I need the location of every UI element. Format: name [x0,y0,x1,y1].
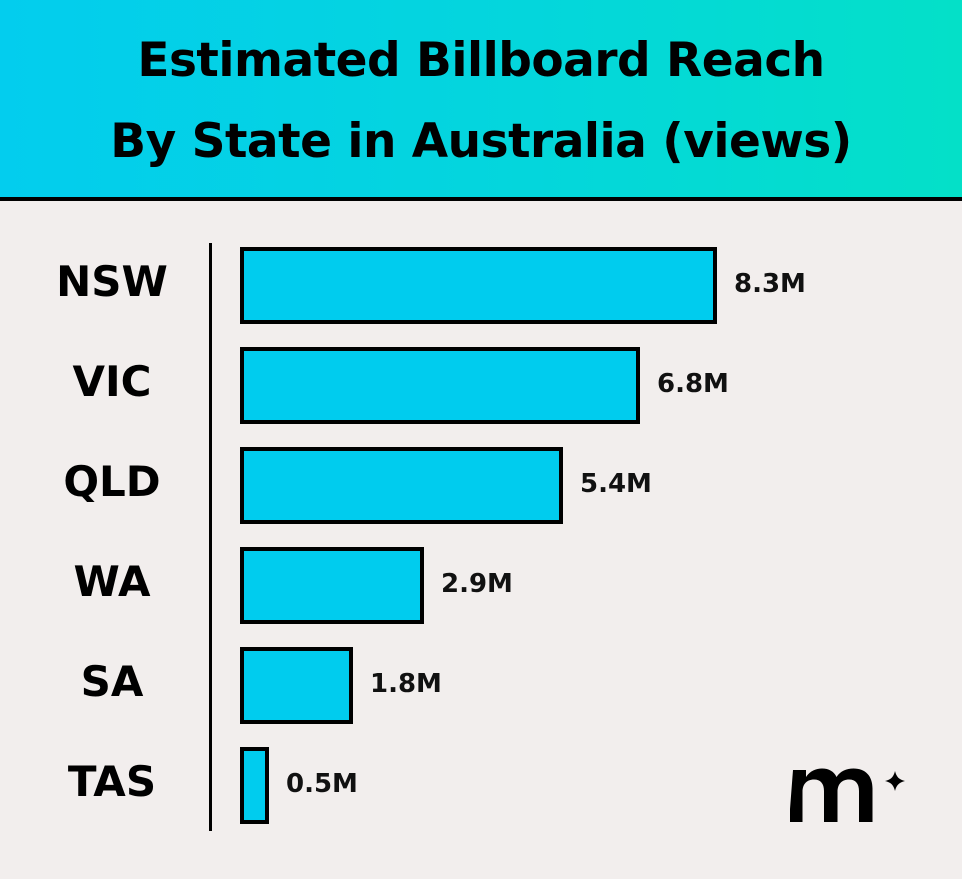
value-label: 5.4M [580,469,652,499]
bar-row-sa: SA 1.8M [0,647,962,724]
value-label: 8.3M [734,269,806,299]
bar-row-nsw: NSW 8.3M [0,247,962,324]
chart-header: Estimated Billboard Reach By State in Au… [0,0,962,201]
value-label: 2.9M [441,569,513,599]
bar-row-wa: WA 2.9M [0,547,962,624]
bar [240,447,563,524]
bar [240,547,424,624]
category-label: QLD [63,457,161,506]
category-label: TAS [67,757,157,806]
category-label: WA [73,557,151,606]
bar [240,747,269,824]
value-label: 1.8M [370,669,442,699]
bar-row-vic: VIC 6.8M [0,347,962,424]
sparkle-icon [885,771,905,791]
value-label: 0.5M [286,769,358,799]
bar [240,247,717,324]
logo-m-icon [789,768,905,822]
category-label: SA [80,657,144,706]
category-label: NSW [56,257,168,306]
chart-title-line-2: By State in Australia (views) [110,114,852,169]
bar-row-tas: TAS 0.5M [0,747,962,824]
category-label: VIC [72,357,152,406]
bar [240,647,353,724]
chart-title-line-1: Estimated Billboard Reach [137,33,825,88]
brand-logo [789,758,920,828]
bar [240,347,640,424]
value-label: 6.8M [657,369,729,399]
bar-row-qld: QLD 5.4M [0,447,962,524]
y-axis-line [209,243,212,831]
